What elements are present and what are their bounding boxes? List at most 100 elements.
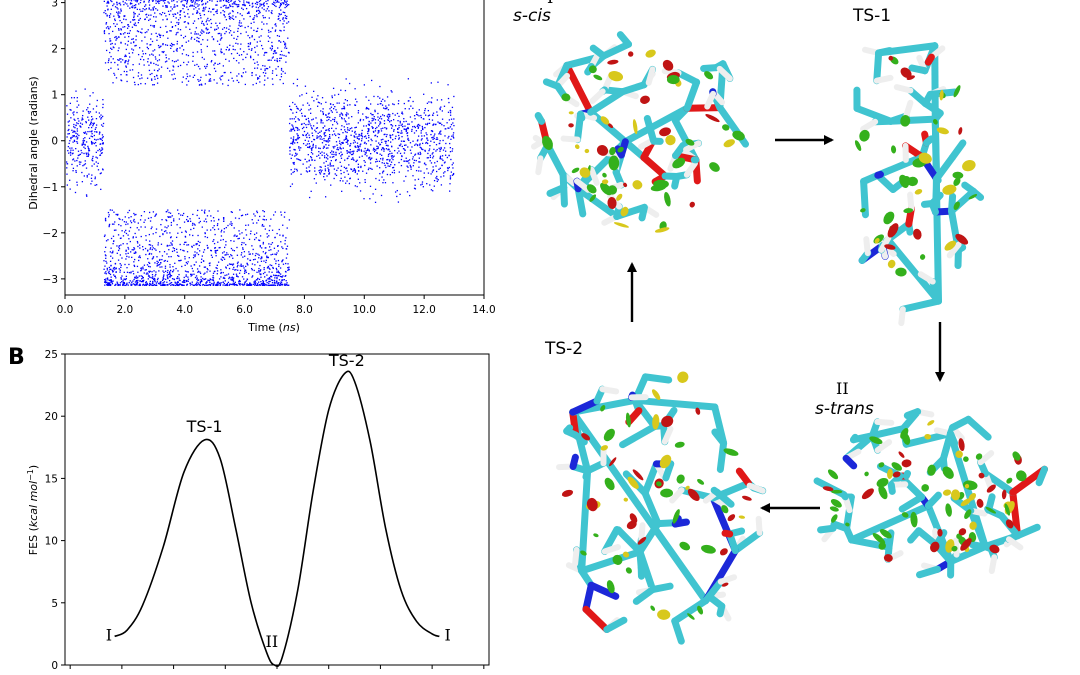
scatter-point <box>133 252 135 254</box>
scatter-point <box>354 171 356 174</box>
scatter-point <box>438 133 440 135</box>
scatter-point <box>237 30 239 32</box>
scatter-point <box>218 278 221 280</box>
scatter-point <box>125 232 128 235</box>
scatter-point <box>176 1 178 3</box>
scatter-point <box>227 253 229 256</box>
scatter-point <box>134 19 136 21</box>
scatter-point <box>206 23 208 25</box>
scatter-point <box>140 74 143 76</box>
scatter-point <box>237 276 239 278</box>
scatter-point <box>291 128 293 131</box>
scatter-point <box>284 17 287 19</box>
scatter-point <box>262 17 265 19</box>
scatter-point <box>443 175 445 177</box>
scatter-point <box>119 4 122 6</box>
scatter-point <box>304 85 307 87</box>
scatter-point <box>307 140 310 142</box>
scatter-point <box>327 167 329 169</box>
scatter-point <box>101 152 103 154</box>
scatter-point <box>263 23 265 25</box>
scatter-point <box>308 159 311 161</box>
scatter-point <box>78 154 81 156</box>
scatter-point <box>158 54 161 56</box>
scatter-point <box>162 42 164 45</box>
scatter-point <box>170 284 172 286</box>
scatter-point <box>103 31 105 33</box>
scatter-point <box>158 59 161 61</box>
scatter-point <box>275 280 278 282</box>
scatter-point <box>392 166 395 169</box>
scatter-point <box>262 282 264 285</box>
scatter-point <box>195 33 198 35</box>
scatter-point <box>87 110 90 113</box>
scatter-point <box>159 281 161 284</box>
scatter-point <box>344 89 347 92</box>
scatter-point <box>123 278 125 280</box>
scatter-point <box>232 263 235 265</box>
scatter-point <box>120 73 122 76</box>
scatter-point <box>106 14 108 16</box>
scatter-point <box>255 10 258 13</box>
scatter-point <box>226 284 229 286</box>
scatter-point <box>258 270 260 272</box>
hydrogen-bond <box>873 74 894 84</box>
scatter-point <box>160 281 162 283</box>
scatter-point <box>291 154 293 156</box>
scatter-point <box>207 247 209 249</box>
scatter-point <box>389 136 392 138</box>
scatter-point <box>307 153 309 156</box>
scatter-point <box>75 170 77 172</box>
scatter-point <box>312 143 314 145</box>
scatter-point <box>192 51 194 54</box>
surface-blob <box>628 51 634 57</box>
scatter-point <box>369 198 371 200</box>
scatter-point <box>147 29 149 31</box>
scatter-point <box>231 211 233 214</box>
scatter-point <box>341 108 343 110</box>
scatter-point <box>227 224 229 227</box>
scatter-point <box>361 155 363 157</box>
scatter-point <box>161 218 163 221</box>
scatter-point <box>87 147 89 149</box>
scatter-point <box>238 217 240 220</box>
scatter-point <box>203 31 205 33</box>
scatter-point <box>232 283 235 286</box>
scatter-point <box>90 131 93 133</box>
bond <box>569 408 710 605</box>
scatter-point <box>189 234 191 236</box>
scatter-point <box>233 227 235 229</box>
scatter-point <box>412 175 414 177</box>
scatter-point <box>241 283 243 285</box>
scatter-point <box>243 242 245 244</box>
scatter-point <box>120 8 122 10</box>
scatter-point <box>333 108 335 110</box>
scatter-point <box>197 11 199 13</box>
scatter-point <box>200 17 202 19</box>
scatter-point <box>113 46 115 49</box>
scatter-point <box>392 138 394 141</box>
scatter-point <box>271 229 274 231</box>
scatter-point <box>427 157 429 159</box>
scatter-point <box>412 126 414 128</box>
scatter-point <box>141 10 144 12</box>
scatter-point <box>283 0 286 2</box>
scatter-point <box>238 54 241 56</box>
surface-blob <box>822 486 834 492</box>
scatter-point <box>409 194 411 197</box>
scatter-point <box>342 142 344 144</box>
scatter-point <box>297 158 299 160</box>
scatter-point <box>178 284 180 287</box>
scatter-point <box>248 45 250 48</box>
scatter-point <box>171 0 173 2</box>
scatter-point <box>175 17 177 19</box>
scatter-point <box>447 137 449 139</box>
scatter-point <box>268 31 270 33</box>
bond <box>924 53 935 66</box>
scatter-point <box>430 101 432 103</box>
scatter-point <box>382 107 385 109</box>
scatter-point <box>285 248 288 250</box>
bond <box>716 439 728 473</box>
scatter-point <box>130 216 132 218</box>
scatter-point <box>365 117 368 119</box>
